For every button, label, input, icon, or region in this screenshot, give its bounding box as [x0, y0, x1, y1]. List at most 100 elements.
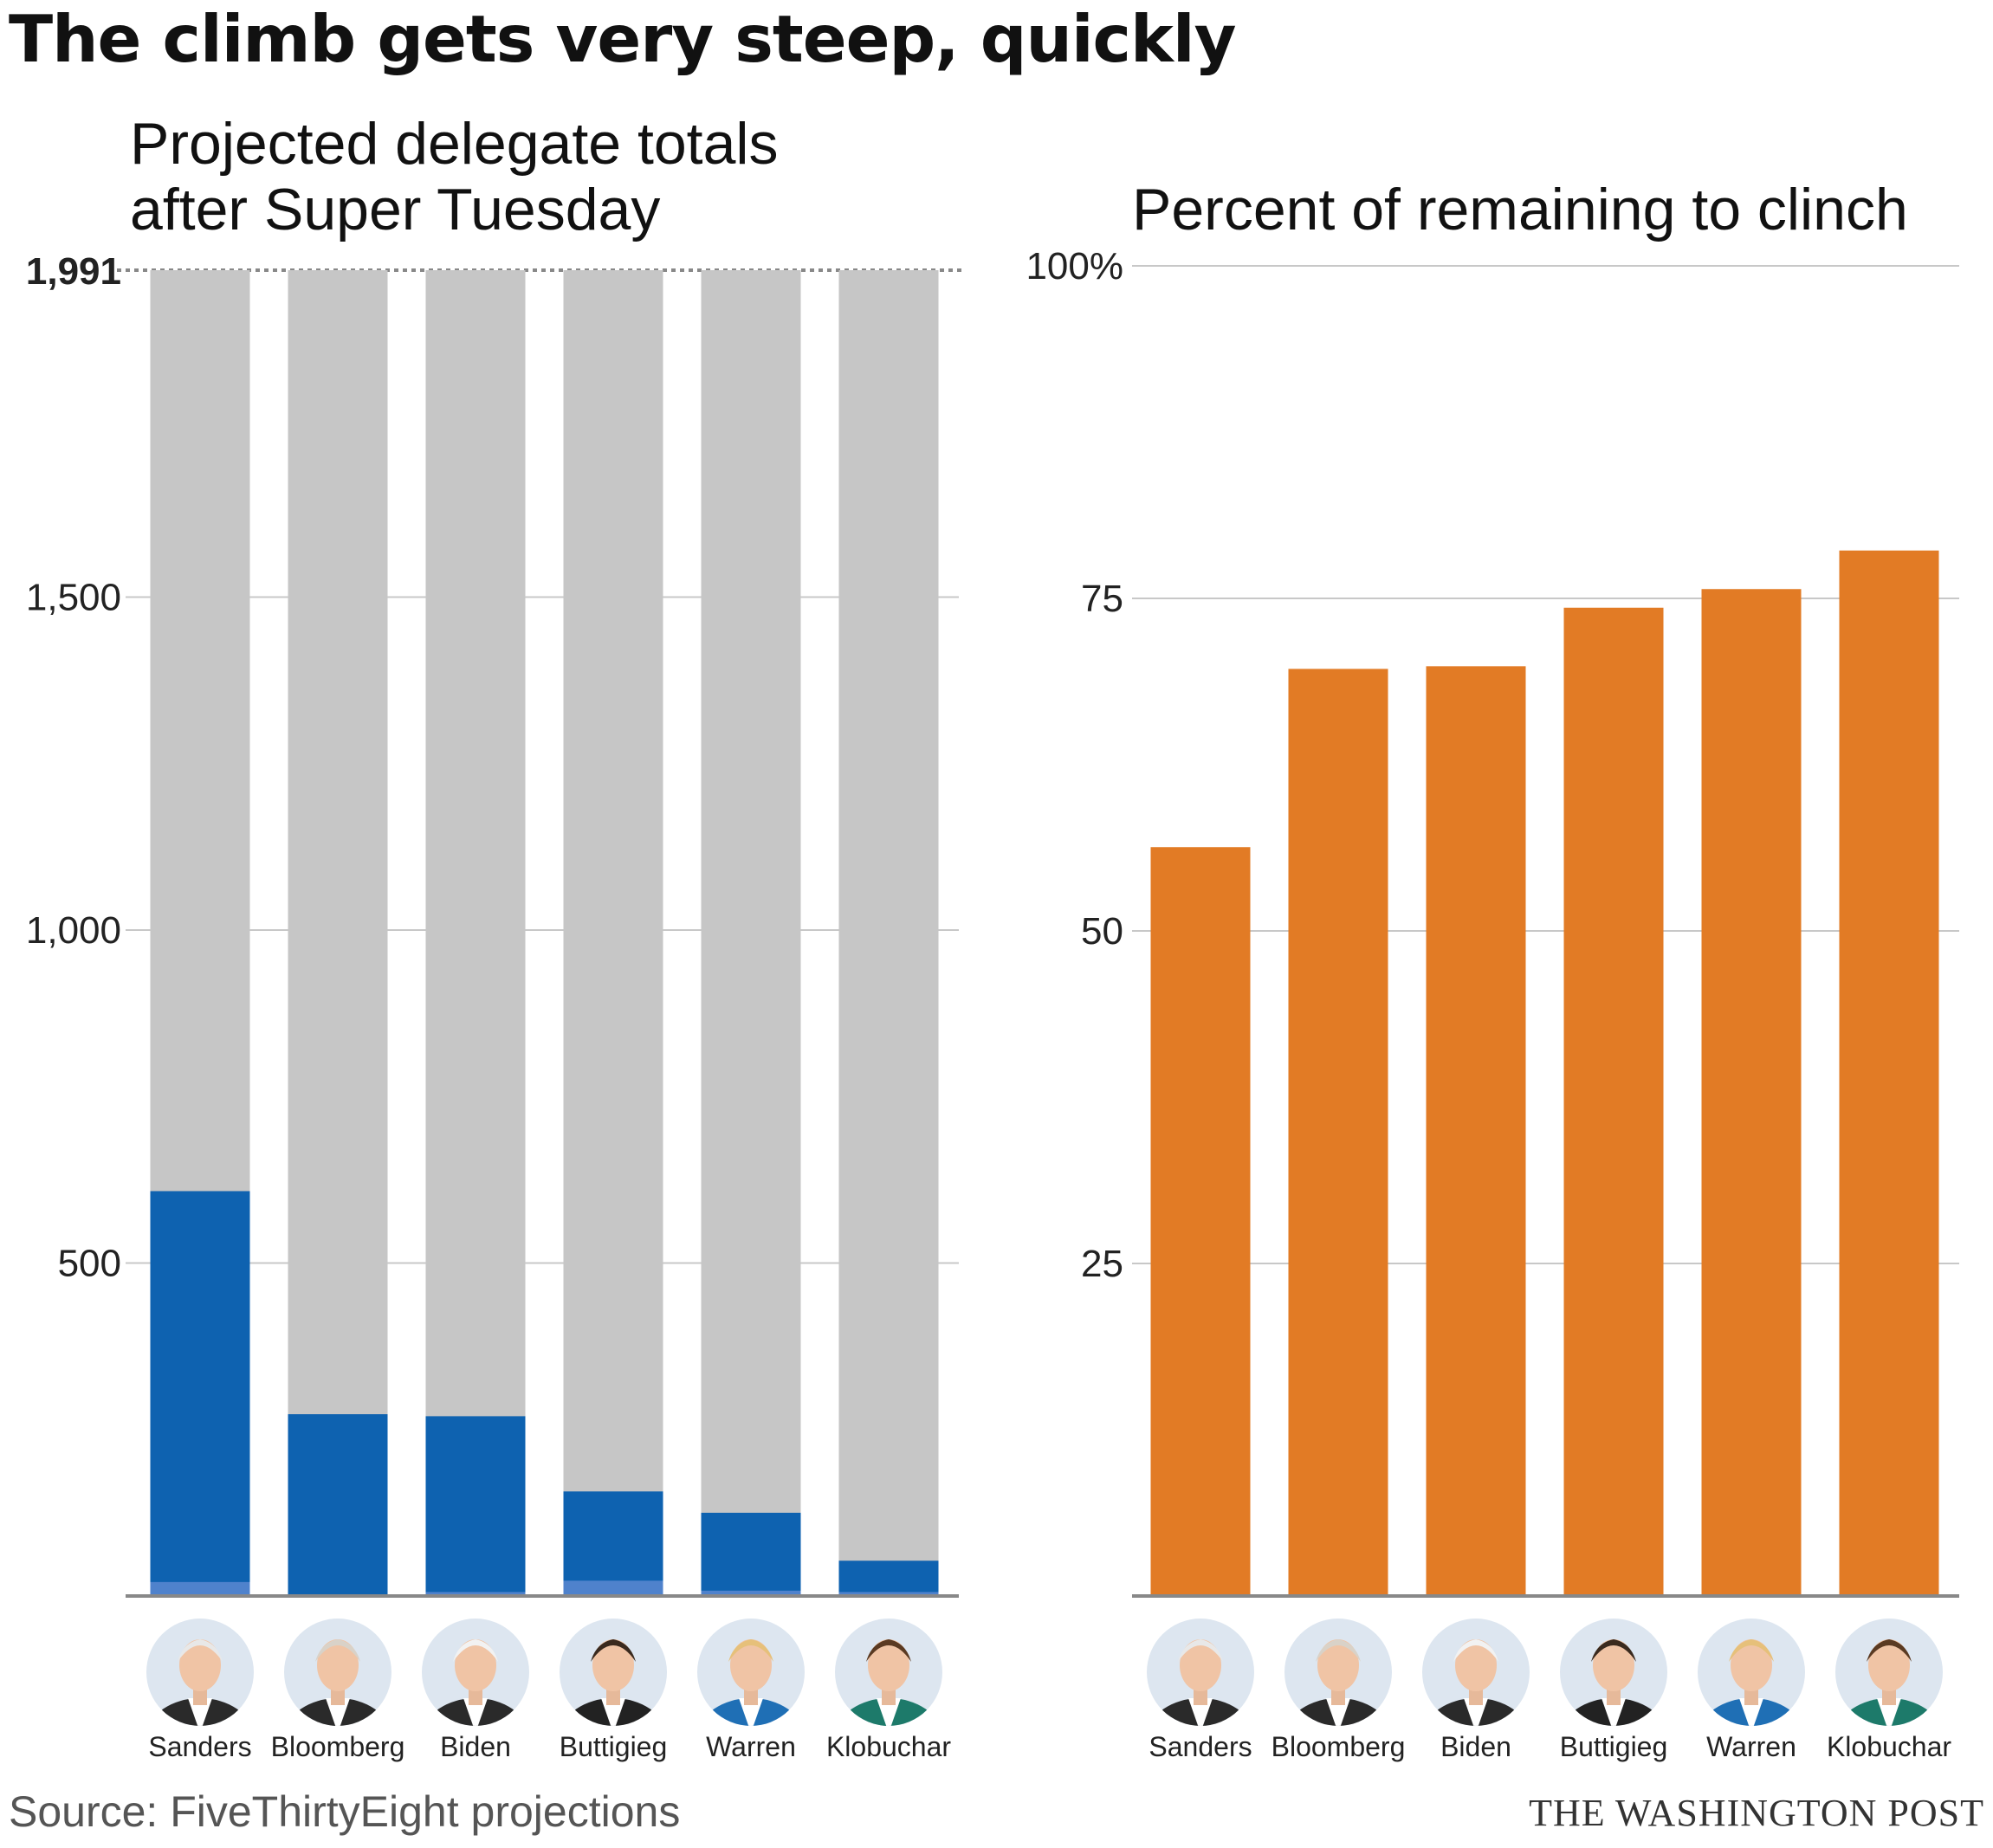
- avatar-klobuchar: [835, 1619, 942, 1726]
- avatar-neck: [882, 1688, 896, 1705]
- bar-remaining-klobuchar: [838, 270, 939, 1596]
- bar-projected-buttigieg: [563, 1491, 663, 1596]
- avatar-face: [1180, 1639, 1221, 1691]
- avatar-jacket: [561, 1698, 665, 1726]
- bar-won-buttigieg: [563, 1580, 663, 1596]
- avatar-face: [1593, 1639, 1634, 1691]
- avatar-hair: [1867, 1639, 1912, 1662]
- bar-won-warren: [701, 1590, 801, 1596]
- avatar-sanders: [146, 1619, 254, 1726]
- bar-won-sanders: [150, 1581, 250, 1596]
- avatar-warren: [1698, 1619, 1805, 1726]
- y-tick-label: 500: [58, 1243, 121, 1285]
- candidate-name-label: Bloomberg: [1272, 1731, 1406, 1762]
- avatar-shirt: [1739, 1698, 1763, 1726]
- avatar-neck: [1607, 1688, 1621, 1705]
- avatar-jacket: [1149, 1698, 1252, 1726]
- avatar-jacket: [1562, 1698, 1666, 1726]
- avatar-shirt: [877, 1698, 901, 1726]
- avatar-face: [317, 1639, 359, 1691]
- bar-percent-sanders: [1150, 847, 1251, 1596]
- avatar-jacket: [148, 1698, 252, 1726]
- y-tick-label: 1,000: [26, 909, 121, 952]
- clinch-threshold-label: 1,991: [26, 250, 121, 293]
- avatar-neck: [1882, 1688, 1896, 1705]
- avatar-buttigieg: [560, 1619, 667, 1726]
- avatar-bloomberg: [1284, 1619, 1392, 1726]
- avatar-neck: [193, 1688, 207, 1705]
- bar-remaining-bloomberg: [288, 270, 388, 1596]
- bar-won-klobuchar: [838, 1592, 939, 1596]
- bar-won-biden: [425, 1592, 526, 1596]
- avatar-jacket: [1699, 1698, 1803, 1726]
- avatar-neck: [1331, 1688, 1345, 1705]
- right-chart-title: Percent of remaining to clinch: [1132, 177, 1908, 242]
- source-note: Source: FiveThirtyEight projections: [9, 1787, 681, 1836]
- candidate-name-label: Klobuchar: [1827, 1731, 1951, 1762]
- avatar-face: [1731, 1639, 1772, 1691]
- avatar-hair: [1178, 1639, 1223, 1662]
- candidate-name-label: Warren: [1706, 1731, 1796, 1762]
- avatar-shirt: [601, 1698, 625, 1726]
- avatar-biden: [1422, 1619, 1530, 1726]
- avatar-hair: [1453, 1639, 1498, 1662]
- avatar-hair: [866, 1639, 911, 1662]
- avatar-face: [1868, 1639, 1910, 1691]
- avatar-jacket: [837, 1698, 941, 1726]
- avatar-shirt: [1464, 1698, 1488, 1726]
- bar-projected-biden: [425, 1416, 526, 1596]
- bar-remaining-warren: [701, 270, 801, 1596]
- avatar-shirt: [463, 1698, 488, 1726]
- y-tick-label: 1,500: [26, 577, 121, 619]
- avatar-shirt: [1326, 1698, 1350, 1726]
- avatar-hair: [1729, 1639, 1774, 1662]
- avatar-buttigieg: [1560, 1619, 1667, 1726]
- avatar-neck: [331, 1688, 345, 1705]
- candidate-name-label: Sanders: [148, 1731, 251, 1762]
- candidate-name-label: Biden: [1440, 1731, 1511, 1762]
- candidate-name-label: Klobuchar: [826, 1731, 951, 1762]
- avatar-shirt: [326, 1698, 350, 1726]
- avatar-shirt: [739, 1698, 763, 1726]
- candidate-name-label: Buttigieg: [1560, 1731, 1668, 1762]
- avatar-face: [455, 1639, 496, 1691]
- candidate-name-label: Sanders: [1149, 1731, 1252, 1762]
- avatar-jacket: [699, 1698, 803, 1726]
- avatar-jacket: [286, 1698, 390, 1726]
- avatar-neck: [744, 1688, 758, 1705]
- avatar-hair: [178, 1639, 223, 1662]
- avatar-face: [1455, 1639, 1497, 1691]
- bar-remaining-biden: [425, 270, 526, 1596]
- y-tick-label: 100%: [1026, 245, 1123, 288]
- avatar-hair: [728, 1639, 773, 1662]
- avatar-neck: [1744, 1688, 1758, 1705]
- bar-percent-warren: [1701, 589, 1802, 1596]
- bar-percent-biden: [1426, 666, 1526, 1597]
- bar-percent-buttigieg: [1563, 607, 1664, 1597]
- avatar-jacket: [1424, 1698, 1528, 1726]
- avatar-neck: [1194, 1688, 1207, 1705]
- y-tick-label: 75: [1081, 578, 1123, 620]
- avatar-hair: [591, 1639, 636, 1662]
- avatar-bloomberg: [284, 1619, 391, 1726]
- avatar-face: [730, 1639, 772, 1691]
- bar-projected-klobuchar: [838, 1560, 939, 1596]
- left-chart-title: Projected delegate totals after Super Tu…: [130, 111, 779, 243]
- avatar-shirt: [188, 1698, 212, 1726]
- avatar-jacket: [1837, 1698, 1941, 1726]
- avatar-hair: [315, 1639, 360, 1662]
- avatar-neck: [1469, 1688, 1483, 1705]
- bar-percent-bloomberg: [1288, 669, 1388, 1597]
- avatar-shirt: [1188, 1698, 1213, 1726]
- avatar-neck: [606, 1688, 620, 1705]
- avatar-shirt: [1877, 1698, 1901, 1726]
- avatar-warren: [697, 1619, 805, 1726]
- avatar-shirt: [1602, 1698, 1626, 1726]
- bar-projected-warren: [701, 1512, 801, 1596]
- avatar-face: [592, 1639, 634, 1691]
- avatar-face: [868, 1639, 909, 1691]
- y-tick-label: 25: [1081, 1243, 1123, 1285]
- candidate-name-label: Bloomberg: [271, 1731, 405, 1762]
- y-tick-label: 50: [1081, 910, 1123, 953]
- publisher-credit: THE WASHINGTON POST: [1529, 1792, 1984, 1834]
